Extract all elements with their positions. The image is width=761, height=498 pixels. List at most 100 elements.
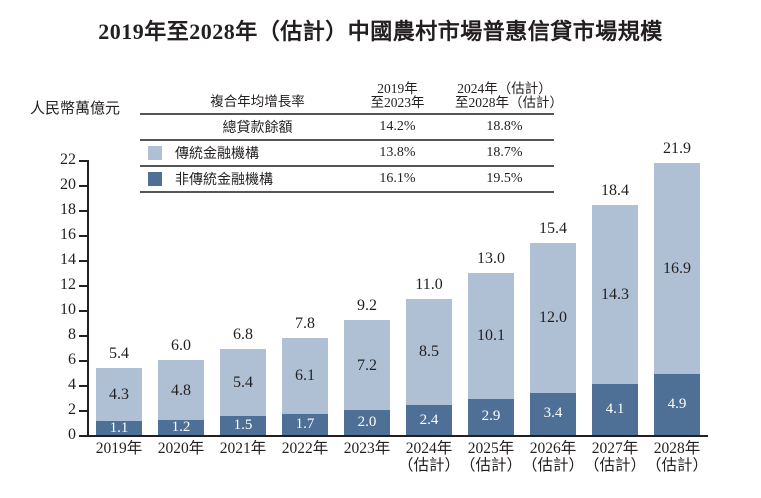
x-category-sublabel: （估計） [459, 457, 522, 474]
bar-segment-traditional [96, 367, 142, 422]
traditional-value-label: 14.3 [601, 285, 629, 303]
bar-segment-traditional [220, 348, 266, 417]
cagr-table-header: 複合年均增長率 2019年 至2023年 2024年（估計） 至2028年（估計… [140, 71, 563, 115]
traditional-value-label: 4.3 [109, 385, 129, 403]
y-tick-mark [79, 435, 87, 437]
y-tick-mark [79, 185, 87, 187]
total-loans-cagr-period1: 14.2% [379, 119, 416, 134]
bar-total-label: 21.9 [663, 139, 691, 157]
y-tick-label: 4 [68, 376, 76, 393]
x-category-label: 2022年 [281, 440, 329, 457]
cagr-row-non-traditional: 非傳統金融機構 16.1% 19.5% [140, 167, 554, 193]
non-traditional-cagr-period2: 19.5% [486, 171, 523, 186]
non-traditional-value-label: 1.2 [171, 419, 191, 435]
non-traditional-value-label: 4.9 [667, 395, 687, 412]
bar-total-label: 5.4 [109, 344, 129, 362]
traditional-value-label: 4.8 [171, 381, 191, 399]
bar-segment-non-traditional [468, 398, 514, 435]
y-tick-label: 12 [60, 276, 76, 293]
bar-segment-traditional [654, 162, 700, 374]
traditional-cagr-period2: 18.7% [486, 145, 523, 160]
x-category-label: 2027年 [591, 440, 639, 457]
traditional-value-label: 10.1 [477, 327, 505, 345]
page-title: 2019年至2028年（估計）中國農村市場普惠信貸市場規模 [98, 19, 663, 44]
row-label-non-traditional: 非傳統金融機構 [175, 173, 273, 188]
x-category-label: 2028年 [653, 440, 701, 457]
bar-segment-traditional [158, 360, 204, 420]
bar-segment-traditional [282, 337, 328, 414]
non-traditional-value-label: 4.1 [605, 400, 625, 417]
x-category-label: 2023年 [343, 440, 391, 457]
traditional-value-label: 5.4 [233, 374, 253, 391]
bar-segment-non-traditional [282, 413, 328, 435]
y-tick-label: 16 [60, 226, 76, 243]
y-tick-mark [79, 335, 87, 337]
y-tick-label: 18 [60, 201, 76, 218]
non-traditional-value-label: 1.1 [109, 419, 129, 436]
bar-segment-non-traditional [220, 416, 266, 435]
bar-segment-non-traditional [654, 373, 700, 435]
x-category-label: 2020年 [157, 440, 205, 457]
y-tick-mark [79, 285, 87, 287]
traditional-cagr-period1: 13.8% [379, 145, 416, 160]
total-loans-cagr-period2: 18.8% [486, 119, 523, 134]
non-traditional-value-label: 2.4 [419, 411, 439, 428]
traditional-value-label: 6.1 [295, 367, 315, 385]
y-axis-line [87, 160, 89, 437]
bar-segment-traditional [592, 205, 638, 384]
bar-total-label: 15.4 [539, 219, 567, 237]
non-traditional-value-label: 2.9 [481, 408, 501, 425]
y-tick-label: 14 [60, 251, 76, 268]
bar-total-label: 7.8 [295, 314, 315, 332]
y-tick-mark [79, 260, 87, 262]
bar-total-label: 18.4 [601, 182, 629, 199]
x-category-sublabel: （估計） [645, 457, 708, 474]
y-tick-mark [79, 385, 87, 387]
x-category-label: 2026年 [529, 440, 577, 457]
bar-segment-non-traditional [592, 383, 638, 435]
non-traditional-value-label: 1.5 [233, 417, 253, 434]
y-tick-mark [79, 210, 87, 212]
y-tick-label: 10 [60, 301, 76, 318]
bar-total-label: 11.0 [415, 275, 443, 293]
cagr-row-traditional: 傳統金融機構 13.8% 18.7% [140, 141, 554, 167]
bar-segment-traditional [344, 320, 390, 410]
x-category-label: 2024年 [405, 440, 453, 457]
non-traditional-value-label: 1.7 [295, 415, 315, 432]
y-tick-mark [79, 235, 87, 237]
y-tick-label: 8 [68, 326, 76, 343]
bar-total-label: 13.0 [477, 249, 505, 267]
y-tick-mark [79, 310, 87, 312]
bar-total-label: 6.8 [233, 325, 253, 343]
y-tick-label: 0 [68, 426, 76, 443]
x-category-sublabel: （估計） [397, 457, 460, 474]
bar-segment-non-traditional [344, 410, 390, 435]
cagr-row-total-loans: 總貸款餘額 14.2% 18.8% [140, 115, 554, 141]
bar-segment-traditional [468, 272, 514, 399]
non-traditional-value-label: 2.0 [357, 414, 377, 430]
y-tick-label: 20 [60, 176, 76, 193]
traditional-legend-swatch [148, 146, 162, 160]
y-tick-mark [79, 410, 87, 412]
non-traditional-value-label: 3.4 [543, 405, 563, 422]
x-category-sublabel: （估計） [521, 457, 584, 474]
bar-segment-non-traditional [158, 420, 204, 435]
y-tick-mark [79, 360, 87, 362]
bar-total-label: 9.2 [357, 297, 377, 314]
non-traditional-cagr-period1: 16.1% [379, 171, 416, 186]
y-tick-mark [79, 160, 87, 162]
x-category-label: 2021年 [219, 440, 267, 457]
bar-segment-non-traditional [530, 392, 576, 435]
cagr-header-label: 複合年均增長率 [210, 94, 305, 109]
row-label-total-loans: 總貸款餘額 [222, 121, 293, 136]
x-category-label: 2025年 [467, 440, 515, 457]
cagr-header-period2: 2024年（估計） 至2028年（估計） [455, 81, 563, 110]
x-category-sublabel: （估計） [583, 457, 646, 474]
traditional-value-label: 12.0 [539, 309, 567, 326]
x-category-label: 2019年 [95, 440, 143, 457]
cagr-header-period1: 2019年 至2023年 [370, 81, 425, 110]
traditional-value-label: 7.2 [357, 356, 377, 374]
y-tick-label: 22 [60, 151, 76, 168]
